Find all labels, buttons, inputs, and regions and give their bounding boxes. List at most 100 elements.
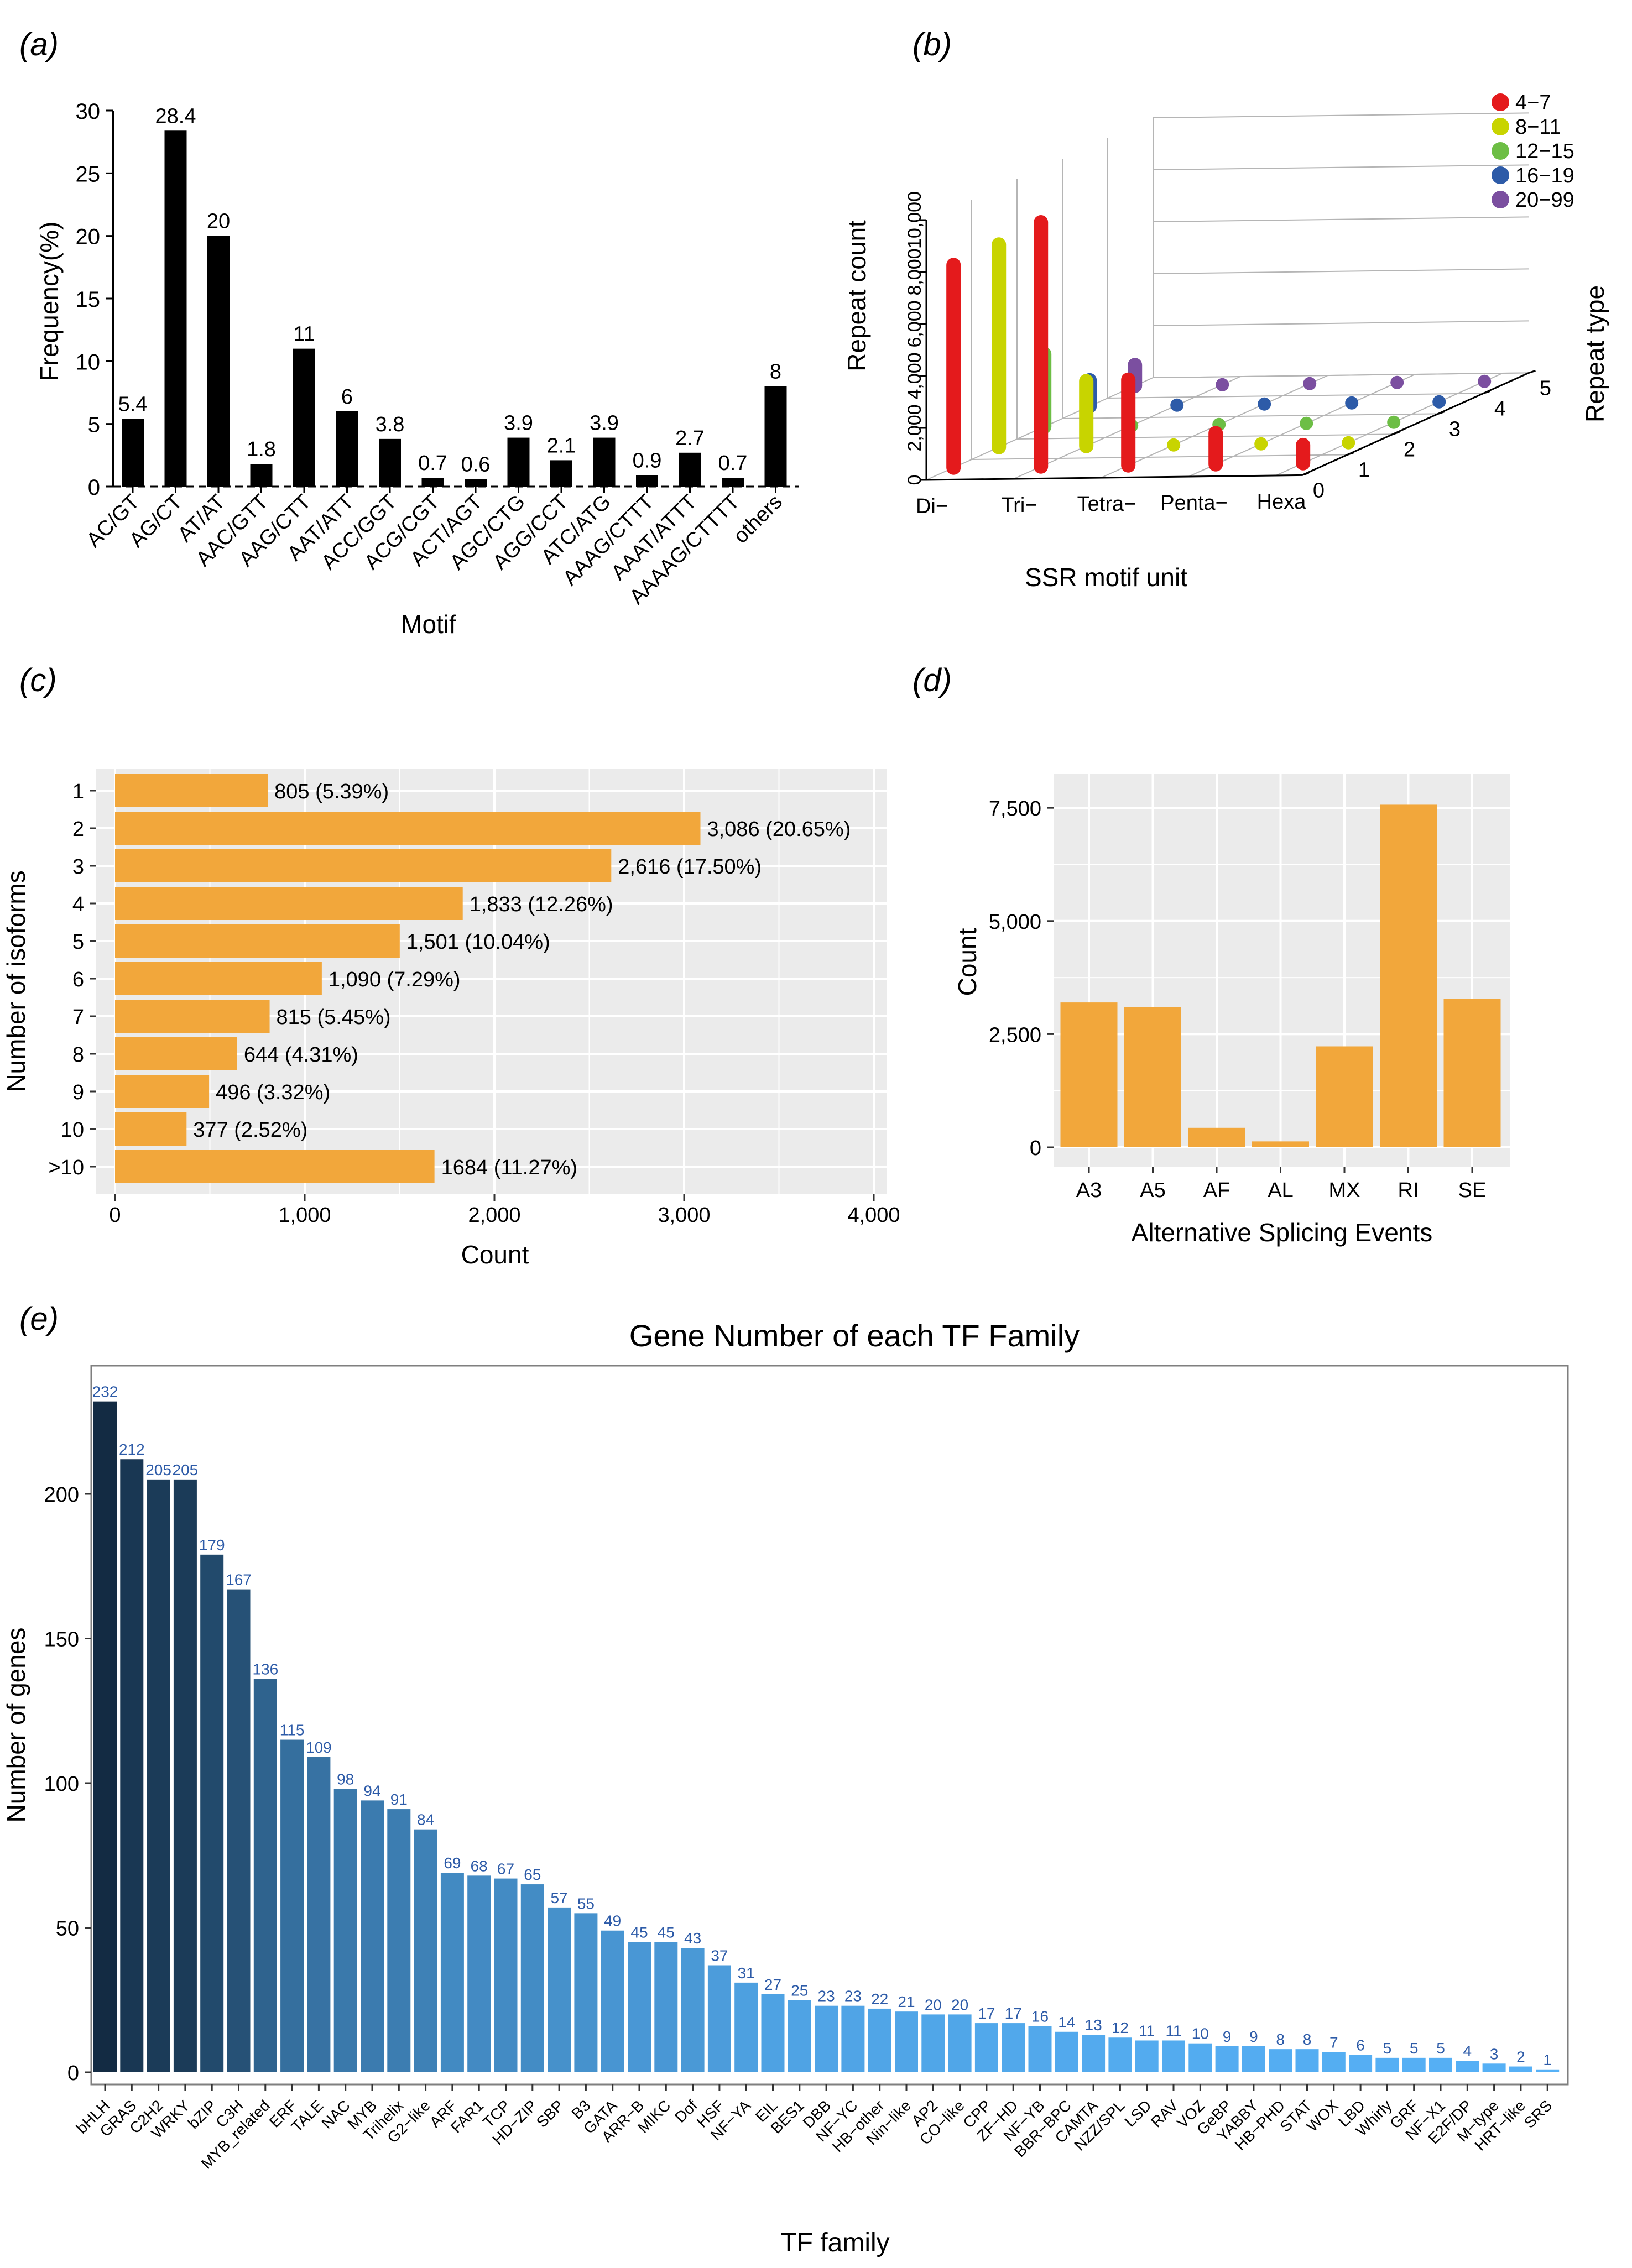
panel-e: (e) Gene Number of each TF Family 050100… (2, 1301, 1569, 2257)
panel-e-value-label: 115 (280, 1722, 305, 1739)
panel-c-bar (115, 849, 612, 882)
panel-a-letter: (a) (19, 27, 59, 62)
panel-e-value-label: 179 (199, 1537, 225, 1554)
panel-e-bar (520, 1884, 544, 2072)
panel-a: (a) 0 5 10 15 20 25 30 5.4 28.4 20 1.8 11 6 3.8 0.7 0.… (19, 27, 799, 639)
panel-a-bar (507, 437, 530, 487)
panel-a-bar (122, 419, 144, 487)
panel-d-x-tick-label: MX (1329, 1179, 1360, 1202)
panel-b-z-tick-label: 2 (1404, 438, 1415, 461)
panel-a-x-tick-labels: AC/GTAG/CTAT/ATAAC/GTTAAG/CTTAAT/ATTACC/… (82, 487, 787, 609)
panel-e-y-tick-label: 50 (56, 1917, 79, 1941)
panel-b-repeat-type-ticks: 0 1 2 3 4 5 (1301, 369, 1551, 502)
panel-b-z-tick-label: 5 (1540, 377, 1551, 400)
panel-e-value-label: 55 (577, 1895, 595, 1912)
panel-e-value-label: 16 (1031, 2008, 1049, 2025)
panel-b-x-tick-label: Tri− (1001, 494, 1037, 517)
panel-c-x-tick-label: 3,000 (658, 1204, 710, 1227)
panel-b-point (1167, 438, 1181, 452)
panel-e-letter: (e) (19, 1301, 59, 1337)
panel-e-value-label: 6 (1356, 2037, 1365, 2054)
panel-d-x-tick-label: A5 (1140, 1179, 1165, 1202)
panel-e-value-label: 5 (1383, 2040, 1392, 2057)
panel-b-z-tick-label: 1 (1358, 458, 1370, 482)
panel-d-y-tick-label: 0 (1030, 1137, 1041, 1160)
panel-e-value-label: 91 (390, 1791, 408, 1808)
panel-e-value-label: 68 (471, 1857, 488, 1874)
panel-b-y-tick-label: 2,000 (904, 404, 925, 451)
panel-b-legend-swatch (1492, 191, 1509, 208)
panel-d: (d) 0 2,500 5,000 7,500 A3 A5 AF AL MX RI SE Coun… (913, 662, 1510, 1247)
panel-e-bar (948, 2014, 972, 2072)
panel-c-y-tick-label: >10 (49, 1156, 84, 1179)
panel-e-value-label: 1 (1543, 2051, 1552, 2068)
panel-e-bar (1028, 2026, 1052, 2072)
panel-e-y-tick-label: 0 (67, 2062, 79, 2085)
panel-d-y-axis-title: Count (953, 928, 982, 996)
panel-e-value-label: 17 (978, 2005, 995, 2022)
panel-b-legend-label: 16−19 (1515, 164, 1574, 187)
panel-e-value-label: 14 (1058, 2014, 1075, 2031)
panel-a-bar (421, 478, 444, 487)
panel-e-bar (681, 1948, 705, 2072)
panel-d-x-tick-labels: A3 A5 AF AL MX RI SE (1076, 1167, 1486, 1202)
panel-e-bar (815, 2005, 838, 2072)
panel-e-value-label: 7 (1329, 2034, 1338, 2051)
panel-c-bar (115, 1037, 237, 1070)
panel-e-bar (761, 1994, 785, 2072)
panel-c-bar (115, 1075, 210, 1108)
panel-c-value-labels: 805 (5.39%)3,086 (20.65%)2,616 (17.50%)1… (193, 780, 851, 1179)
panel-b-back-grid-line (1153, 320, 1529, 326)
panel-e-value-label: 49 (604, 1912, 621, 1930)
panel-e-bar (1402, 2057, 1426, 2072)
panel-c-bar (115, 1150, 435, 1183)
panel-e-value-label: 17 (1005, 2005, 1022, 2022)
panel-c-letter: (c) (19, 662, 57, 698)
panel-e-bar (868, 2008, 891, 2072)
panel-b-back-grid-line (1153, 164, 1529, 170)
panel-b-floor-grid-line (1153, 372, 1529, 378)
panel-c-y-tick-label: 10 (61, 1119, 84, 1142)
panel-e-bar (414, 1829, 437, 2072)
panel-e-value-label: 23 (844, 1988, 862, 2005)
panel-a-value-label: 20 (207, 210, 230, 233)
panel-c-value-label: 805 (5.39%) (274, 780, 389, 803)
panel-b-y-tick-label: 10,000 (904, 191, 925, 249)
panel-b-point (1303, 377, 1317, 390)
panel-a-y-tick-label: 5 (88, 413, 100, 437)
panel-e-value-label: 23 (818, 1988, 835, 2005)
panel-e-x-tick-label: SRS (1521, 2097, 1556, 2131)
panel-a-value-label: 11 (293, 323, 315, 346)
panel-b-floor-grid-line (971, 454, 1348, 460)
panel-c-y-tick-label: 9 (72, 1081, 84, 1104)
panel-e-bar (841, 2005, 865, 2072)
panel-a-bar (722, 478, 744, 487)
panel-e-value-label: 136 (252, 1661, 278, 1678)
panel-e-value-label: 45 (658, 1924, 675, 1941)
panel-e-bar (200, 1554, 224, 2072)
panel-a-bar (207, 236, 230, 487)
panel-b-point (1342, 436, 1355, 450)
panel-c-value-label: 815 (5.45%) (277, 1006, 391, 1029)
panel-a-value-label: 28.4 (155, 104, 196, 128)
panel-c-y-tick-label: 4 (72, 893, 84, 916)
panel-e-value-label: 98 (337, 1770, 354, 1788)
panel-c-value-label: 3,086 (20.65%) (707, 818, 851, 841)
panel-b-x-tick-label: Penta− (1160, 492, 1228, 515)
panel-d-bar (1252, 1141, 1309, 1147)
panel-e-bar (628, 1942, 651, 2072)
panel-b-x-tick-label: Hexa (1257, 490, 1307, 514)
panel-b-floor-grid-line (1016, 433, 1393, 440)
panel-c-y-tick-label: 8 (72, 1043, 84, 1067)
panel-e-bar (734, 1982, 758, 2072)
panel-e-bar (494, 1878, 518, 2072)
panel-b-z-tick-label: 3 (1449, 417, 1461, 441)
panel-e-value-label: 10 (1192, 2025, 1209, 2042)
panel-e-value-label: 37 (711, 1947, 728, 1964)
panel-e-x-tick-label: NAC (318, 2097, 353, 2132)
panel-a-value-label: 2.7 (675, 427, 705, 450)
panel-e-value-label: 4 (1463, 2042, 1472, 2060)
panel-b-point (1478, 374, 1492, 388)
panel-e-value-label: 205 (173, 1461, 199, 1478)
